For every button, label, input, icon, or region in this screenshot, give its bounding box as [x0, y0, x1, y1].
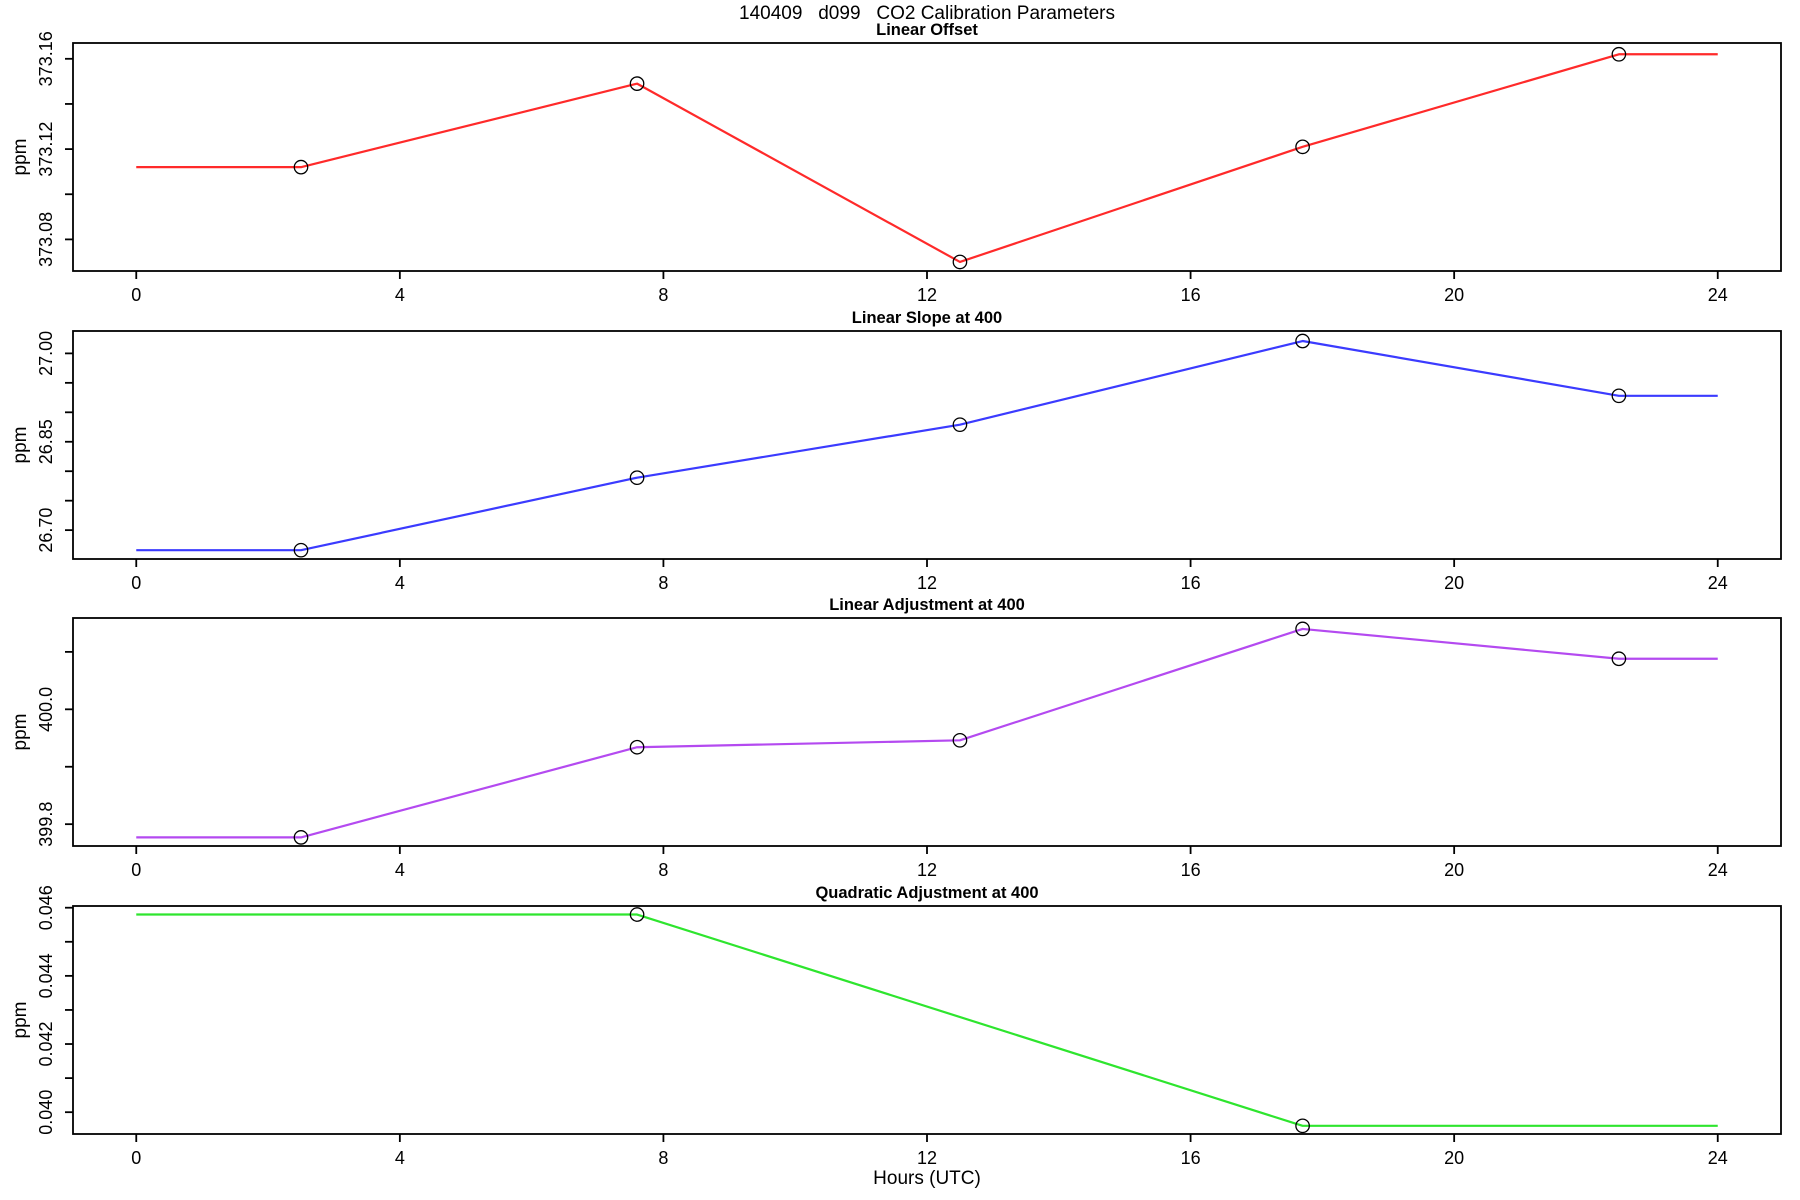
panel-title: Linear Slope at 400 — [852, 309, 1002, 327]
x-tick-label: 20 — [1444, 285, 1464, 305]
x-tick-label: 4 — [395, 860, 405, 880]
data-point-marker — [1295, 1118, 1310, 1134]
data-point-marker — [629, 739, 645, 755]
data-point-marker — [1611, 46, 1627, 62]
data-point-marker — [1611, 651, 1627, 667]
panel-linear-offset: Linear Offset 373.08 373.12 373.16 ppm 0 4 8 12 1… — [10, 21, 1782, 305]
x-tick-label: 8 — [658, 573, 668, 593]
panel-linear-slope-at-400: Linear Slope at 400 26.70 26.85 27.00 ppm 0 4 8… — [10, 309, 1782, 593]
data-point-marker — [293, 159, 309, 175]
x-tick-label: 16 — [1181, 285, 1201, 305]
panel-quadratic-adjustment-at-400: Quadratic Adjustment at 400 0.040 0.042 0.0… — [10, 884, 1782, 1168]
y-tick-label: 0.046 — [36, 885, 56, 930]
data-point-marker — [629, 907, 645, 922]
y-tick-label: 373.16 — [36, 31, 56, 86]
x-tick-label: 4 — [395, 1148, 405, 1168]
x-tick-label: 8 — [658, 285, 668, 305]
y-tick-label: 400.0 — [36, 687, 56, 732]
data-point-marker — [952, 417, 968, 433]
x-tick-label: 20 — [1444, 1148, 1464, 1168]
y-tick-label: 399.8 — [36, 802, 56, 847]
data-point-marker — [629, 76, 645, 91]
x-tick-label: 0 — [131, 860, 141, 880]
y-axis-label: ppm — [10, 714, 31, 751]
data-point-marker — [1295, 139, 1310, 155]
y-tick-label: 0.042 — [36, 1022, 56, 1067]
x-tick-label: 12 — [917, 1148, 937, 1168]
series-line — [136, 913, 1718, 1127]
x-tick-label: 16 — [1181, 1148, 1201, 1168]
x-tick-label: 24 — [1708, 285, 1728, 305]
y-tick-label: 27.00 — [36, 331, 56, 376]
x-tick-label: 24 — [1708, 573, 1728, 593]
y-axis-label: ppm — [10, 427, 31, 464]
x-tick-label: 0 — [131, 573, 141, 593]
plot-box — [72, 617, 1782, 847]
x-tick-label: 8 — [658, 860, 668, 880]
series-line — [136, 339, 1718, 552]
data-point-marker — [1611, 388, 1627, 404]
data-point-marker — [629, 470, 645, 486]
x-tick-label: 12 — [917, 860, 937, 880]
data-point-marker — [1295, 621, 1310, 637]
data-point-marker — [293, 830, 309, 845]
series-line — [136, 53, 1718, 264]
x-tick-label: 0 — [131, 285, 141, 305]
x-tick-label: 12 — [917, 285, 937, 305]
y-tick-label: 373.12 — [36, 122, 56, 177]
y-tick-label: 26.70 — [36, 508, 56, 553]
data-point-marker — [952, 732, 968, 748]
y-tick-label: 373.08 — [36, 212, 56, 267]
x-tick-label: 16 — [1181, 573, 1201, 593]
y-tick-label: 0.044 — [36, 953, 56, 998]
plot-box — [72, 330, 1782, 560]
y-tick-label: 0.040 — [36, 1090, 56, 1135]
x-tick-label: 8 — [658, 1148, 668, 1168]
data-point-marker — [293, 542, 309, 558]
y-tick-label: 26.85 — [36, 419, 56, 464]
x-tick-label: 0 — [131, 1148, 141, 1168]
x-tick-label: 4 — [395, 285, 405, 305]
panel-title: Quadratic Adjustment at 400 — [815, 884, 1038, 902]
plot-box — [72, 42, 1782, 272]
x-tick-label: 24 — [1708, 860, 1728, 880]
x-tick-label: 12 — [917, 573, 937, 593]
x-tick-label: 20 — [1444, 573, 1464, 593]
data-point-marker — [952, 254, 968, 270]
series-line — [136, 627, 1718, 839]
panel-title: Linear Offset — [876, 21, 978, 39]
y-axis-label: ppm — [10, 1002, 31, 1039]
panel-title: Linear Adjustment at 400 — [829, 596, 1025, 614]
data-point-marker — [1295, 333, 1310, 349]
y-axis-label: ppm — [10, 139, 31, 176]
plot-box — [72, 905, 1782, 1135]
x-tick-label: 16 — [1181, 860, 1201, 880]
x-tick-label: 24 — [1708, 1148, 1728, 1168]
x-tick-label: 20 — [1444, 860, 1464, 880]
x-tick-label: 4 — [395, 573, 405, 593]
